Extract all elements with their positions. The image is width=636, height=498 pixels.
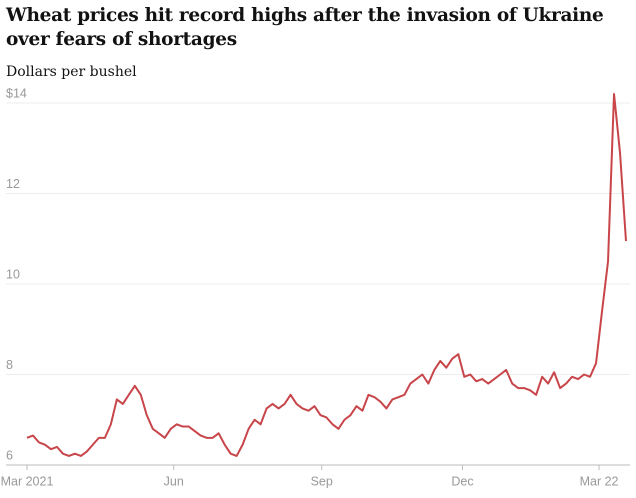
x-tick-label: Jun xyxy=(164,474,184,488)
x-tick-label: Mar 2021 xyxy=(1,474,54,488)
y-tick-label: 12 xyxy=(6,177,20,191)
y-tick-label: 10 xyxy=(6,267,20,281)
y-tick-label: 8 xyxy=(6,358,13,372)
y-tick-label: $14 xyxy=(6,86,27,100)
chart-title: Wheat prices hit record highs after the … xyxy=(6,5,604,50)
chart-subtitle: Dollars per bushel xyxy=(6,64,137,80)
price-line xyxy=(26,92,627,457)
x-tick-label: Mar 22 xyxy=(580,474,619,488)
x-tick-label: Dec xyxy=(451,474,473,488)
x-tick-label: Sep xyxy=(311,474,333,488)
y-tick-label: 6 xyxy=(6,448,13,462)
